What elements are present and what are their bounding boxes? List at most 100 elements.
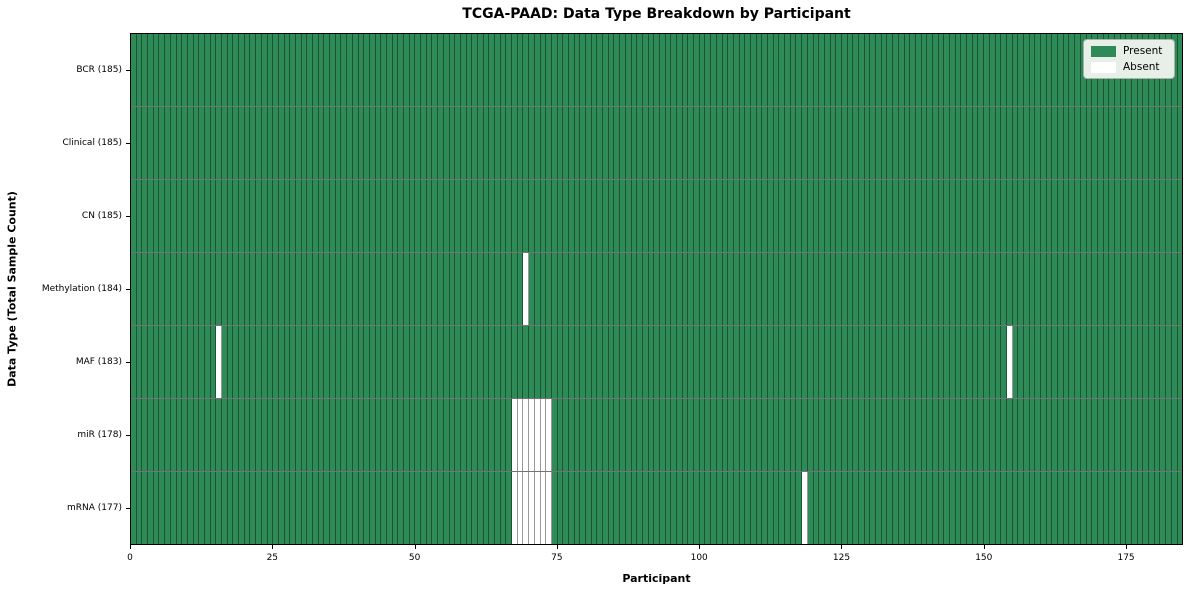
heatmap-cell xyxy=(301,326,308,398)
heatmap-cell xyxy=(642,34,649,106)
heatmap-cell xyxy=(1109,180,1115,252)
heatmap-cell xyxy=(278,399,285,471)
heatmap-cell xyxy=(404,399,410,471)
heatmap-cell xyxy=(699,472,706,544)
heatmap-cell xyxy=(813,472,820,544)
heatmap-cell xyxy=(352,326,359,398)
heatmap-cell xyxy=(824,34,831,106)
heatmap-cell xyxy=(648,472,655,544)
heatmap-cell xyxy=(1052,472,1059,544)
heatmap-cell xyxy=(1018,180,1024,252)
heatmap-cell xyxy=(131,180,137,252)
heatmap-cell xyxy=(859,107,865,179)
heatmap-cell xyxy=(1023,253,1030,325)
heatmap-cell xyxy=(574,253,581,325)
heatmap-cell xyxy=(523,326,530,398)
heatmap-cell xyxy=(967,180,973,252)
heatmap-cell xyxy=(802,180,808,252)
heatmap-cell xyxy=(421,107,427,179)
heatmap-cell xyxy=(859,34,865,106)
heatmap-cell xyxy=(694,472,700,544)
heatmap-cell xyxy=(1035,326,1041,398)
heatmap-cell xyxy=(1069,180,1076,252)
heatmap-cell xyxy=(728,472,734,544)
heatmap-cell xyxy=(603,326,609,398)
heatmap-cell xyxy=(472,472,478,544)
heatmap-cell xyxy=(1132,107,1138,179)
heatmap-cell xyxy=(1092,326,1098,398)
heatmap-cell xyxy=(347,326,353,398)
x-tick-label: 25 xyxy=(266,553,279,563)
heatmap-cell xyxy=(677,472,683,544)
heatmap-cell xyxy=(449,107,456,179)
heatmap-cell xyxy=(677,326,683,398)
heatmap-cell xyxy=(688,326,695,398)
heatmap-cell xyxy=(967,253,973,325)
heatmap-cell xyxy=(870,34,877,106)
heatmap-cell xyxy=(375,180,382,252)
heatmap-cell xyxy=(733,399,740,471)
heatmap-cell xyxy=(449,326,456,398)
heatmap-cell xyxy=(523,107,530,179)
heatmap-cell xyxy=(654,34,660,106)
heatmap-cell xyxy=(375,34,382,106)
heatmap-cell xyxy=(637,107,643,179)
heatmap-row-mrna xyxy=(131,471,1183,544)
heatmap-cell xyxy=(540,253,547,325)
heatmap-cell xyxy=(807,472,814,544)
heatmap-cell xyxy=(1023,326,1030,398)
heatmap-cell xyxy=(256,34,262,106)
heatmap-cell xyxy=(386,180,393,252)
heatmap-cell xyxy=(176,326,183,398)
heatmap-cell xyxy=(762,107,768,179)
heatmap-cell xyxy=(1018,34,1024,106)
heatmap-cell xyxy=(369,253,376,325)
heatmap-cell xyxy=(739,34,746,106)
heatmap-cell xyxy=(466,399,473,471)
heatmap-cell xyxy=(244,472,251,544)
heatmap-cell xyxy=(517,399,524,471)
heatmap-cell xyxy=(261,107,268,179)
heatmap-cell xyxy=(1023,472,1030,544)
heatmap-cell xyxy=(989,253,996,325)
heatmap-cell xyxy=(1177,399,1183,471)
heatmap-cell xyxy=(597,34,604,106)
heatmap-cell xyxy=(1086,472,1093,544)
heatmap-cell xyxy=(216,34,222,106)
heatmap-cell xyxy=(694,180,700,252)
heatmap-cell xyxy=(250,34,257,106)
x-tick-label: 0 xyxy=(127,553,133,563)
heatmap-cell xyxy=(887,399,894,471)
heatmap-cell xyxy=(847,326,854,398)
heatmap-cell xyxy=(608,107,615,179)
heatmap-cell xyxy=(921,253,928,325)
heatmap-cell xyxy=(631,472,638,544)
heatmap-cell xyxy=(409,107,416,179)
x-tick-mark xyxy=(841,545,843,549)
heatmap-cell xyxy=(950,180,956,252)
heatmap-cell xyxy=(426,107,433,179)
heatmap-cell xyxy=(159,472,166,544)
heatmap-cell xyxy=(671,253,677,325)
heatmap-cell xyxy=(153,472,160,544)
heatmap-cell xyxy=(1063,107,1070,179)
heatmap-cell xyxy=(694,399,700,471)
heatmap-cell xyxy=(324,326,331,398)
heatmap-cell xyxy=(290,253,296,325)
heatmap-cell xyxy=(1166,399,1172,471)
heatmap-cell xyxy=(341,326,348,398)
heatmap-cell xyxy=(574,34,581,106)
heatmap-cell xyxy=(557,107,564,179)
heatmap-cell xyxy=(716,180,723,252)
heatmap-cell xyxy=(148,326,154,398)
heatmap-cell xyxy=(398,180,404,252)
heatmap-cell xyxy=(136,472,143,544)
heatmap-cell xyxy=(733,253,740,325)
heatmap-cell xyxy=(671,34,677,106)
heatmap-cell xyxy=(170,472,177,544)
heatmap-cell xyxy=(432,180,439,252)
heatmap-cell xyxy=(785,472,791,544)
heatmap-cell xyxy=(876,253,882,325)
heatmap-cell xyxy=(603,253,609,325)
heatmap-cell xyxy=(881,253,888,325)
